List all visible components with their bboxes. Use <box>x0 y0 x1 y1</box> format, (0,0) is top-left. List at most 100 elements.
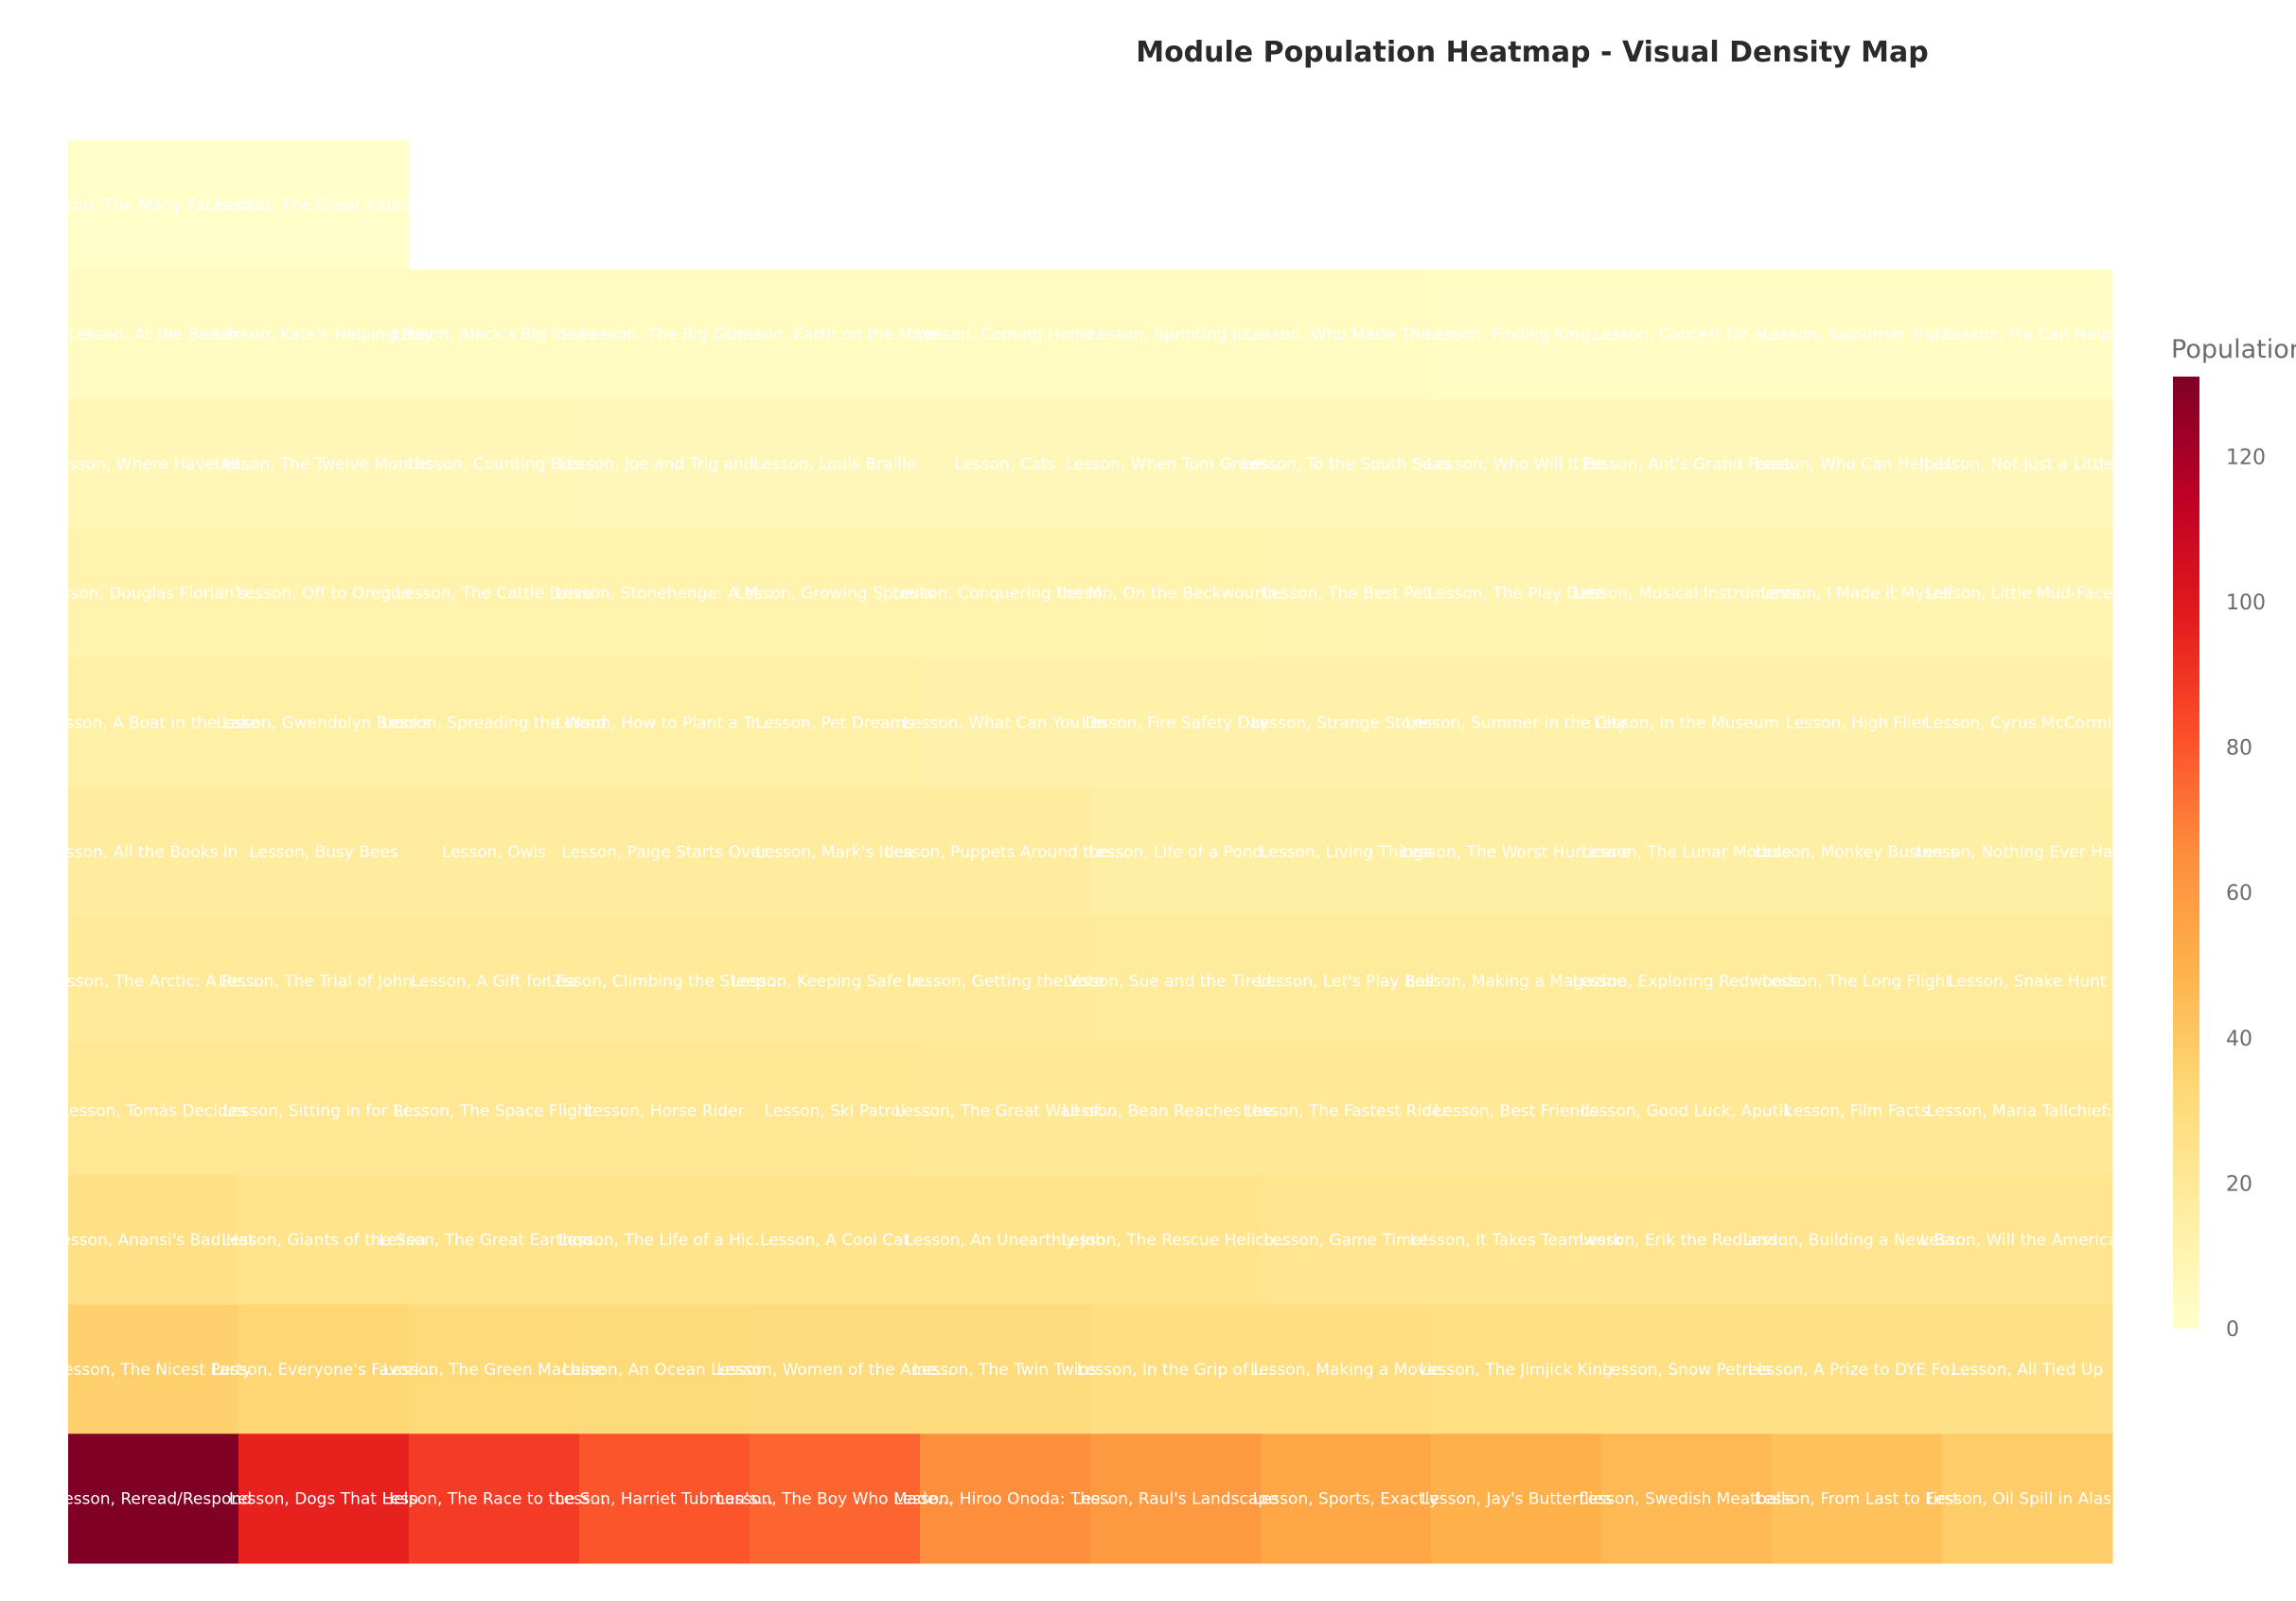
heatmap-cell-label: Lesson, Sue and the Tired… <box>1064 973 1288 992</box>
heatmap-cell-label: Lesson, Getting the Vote <box>906 973 1104 992</box>
heatmap-cell-label: Lesson, Mark's Idea <box>756 843 914 862</box>
heatmap-cell <box>1772 916 1943 1047</box>
heatmap-cell <box>409 786 580 917</box>
heatmap-cell <box>238 398 410 529</box>
heatmap-cell <box>1431 1174 1602 1306</box>
heatmap-cell-label: Lesson, Douglas Florian's… <box>44 585 263 604</box>
heatmap-cell <box>1772 398 1943 529</box>
heatmap-cell-label: Lesson, Spreading the Word <box>381 713 607 732</box>
heatmap-cell-label: Lesson, Nothing Ever Hap… <box>1916 843 2139 862</box>
heatmap-cell <box>920 916 1091 1047</box>
colorbar-tick-label: 120 <box>2226 446 2266 469</box>
heatmap-cell <box>409 1174 580 1306</box>
heatmap-cell <box>1601 657 1773 788</box>
colorbar-tick-label: 20 <box>2226 1172 2252 1196</box>
heatmap-cell-label: Lesson, Erik the Red and… <box>1579 1231 1793 1250</box>
heatmap-cell <box>579 1434 751 1564</box>
heatmap-cell-label: Lesson, An Ocean Lesson <box>562 1361 766 1380</box>
heatmap-cell-label: Lesson, Tomás Decides <box>61 1101 246 1120</box>
heatmap-cell-label: Lesson, All Tied Up <box>1952 1361 2103 1380</box>
heatmap-cell-label: Lesson, Anansi's Bad Hat <box>52 1231 255 1250</box>
heatmap-cell <box>1261 1046 1432 1176</box>
heatmap-cell-label: Lesson, Little Mud-Face… <box>1925 585 2128 604</box>
colorbar-tick-label: 60 <box>2226 882 2252 906</box>
heatmap-cell <box>409 916 580 1047</box>
heatmap-cell-label: Lesson, Jay's Butterflies <box>1421 1490 1612 1509</box>
heatmap-cell-label: Lesson, The Trial of John… <box>219 973 429 992</box>
heatmap-cell <box>1090 1434 1262 1564</box>
heatmap-cell-label: Lesson, Sprinting Jo… <box>1088 325 1263 344</box>
heatmap-cell-label: Lesson, The Great Earthqu… <box>379 1231 609 1250</box>
heatmap-cell <box>920 398 1091 529</box>
heatmap-cell-label: Lesson, Climbing the Steep… <box>546 973 782 992</box>
heatmap-cell-label: Lesson, The Space Flight <box>394 1101 593 1120</box>
heatmap-cell <box>1090 528 1262 659</box>
heatmap-cell <box>579 657 751 788</box>
heatmap-cell-label: Lesson, Off to Oregon <box>237 585 412 604</box>
heatmap-cell <box>920 1046 1091 1176</box>
colorbar-tick-label: 100 <box>2226 591 2266 615</box>
heatmap-cell <box>1090 269 1262 399</box>
heatmap-cell-label: Lesson, The Lunar Module <box>1581 843 1792 862</box>
heatmap-cell <box>1942 916 2113 1047</box>
heatmap-cell-label: Lesson, Swedish Meatballs <box>1580 1490 1794 1509</box>
heatmap-cell-label: Lesson, Joe and Trig and… <box>559 455 770 474</box>
heatmap-cell-label: Lesson, Film Facts <box>1785 1101 1930 1120</box>
heatmap-cell <box>1431 1304 1602 1434</box>
heatmap-cell <box>1090 657 1262 788</box>
heatmap-cell <box>238 140 410 271</box>
heatmap-cell-label: Lesson, The Green Machine <box>383 1361 605 1380</box>
heatmap-cell-label: Lesson, The Great Kapok… <box>216 196 432 215</box>
heatmap-cell <box>1090 1174 1262 1306</box>
heatmap-cell <box>1431 1434 1602 1564</box>
heatmap-cell <box>1601 1174 1773 1306</box>
heatmap-cell <box>409 528 580 659</box>
heatmap-cell <box>750 528 921 659</box>
heatmap-cell <box>409 1046 580 1176</box>
heatmap-cell-label: Lesson, The Nicest Party <box>55 1361 252 1380</box>
heatmap-cell <box>750 786 921 917</box>
heatmap-cell-label: Lesson, The Arctic: A Re… <box>48 973 257 992</box>
heatmap-cell <box>1261 786 1432 917</box>
heatmap-cell <box>68 1304 239 1434</box>
heatmap-cell-label: Lesson, Fire Safety Day <box>1082 713 1269 732</box>
heatmap-cell <box>1261 1304 1432 1434</box>
heatmap-cell-label: Lesson, Owls <box>442 843 546 862</box>
heatmap-cell <box>68 398 239 529</box>
heatmap-cell-label: Lesson, Kate's Helping Day <box>215 325 433 344</box>
heatmap-cell-label: Lesson, Bean Reaches the… <box>1062 1101 1289 1120</box>
heatmap-cell <box>1431 916 1602 1047</box>
heatmap-cell <box>1431 269 1602 399</box>
heatmap-cell-label: Lesson, Who Can Help Us <box>1755 455 1960 474</box>
colorbar-tick-label: 0 <box>2226 1318 2239 1342</box>
heatmap-cell <box>1772 528 1943 659</box>
heatmap-cell-label: Lesson, A Prize to DYE Fo… <box>1748 1361 1967 1380</box>
heatmap-cell <box>1261 657 1432 788</box>
heatmap-cell-label: Lesson, Who Will It Be <box>1427 455 1605 474</box>
heatmap-cell <box>920 786 1091 917</box>
heatmap-cell-label: Lesson, Hiroo Onoda: The… <box>893 1490 1116 1509</box>
heatmap-cell-label: Lesson, Ski Patrol <box>765 1101 905 1120</box>
heatmap-cell-label: Lesson, Aleck's Big Ideas <box>394 325 595 344</box>
heatmap-cell-label: Lesson, Making a Magazine <box>1406 973 1627 992</box>
heatmap-cell <box>1942 786 2113 917</box>
heatmap-cell-label: Lesson, It Takes Teamwork <box>1410 1231 1623 1250</box>
heatmap-cell-label: Lesson, The Boy Who Made… <box>716 1490 954 1509</box>
chart-title: Module Population Heatmap - Visual Densi… <box>1136 36 1929 69</box>
heatmap-cell-label: Lesson, Summer in the City <box>1405 713 1627 732</box>
heatmap-cell <box>1261 1434 1432 1564</box>
heatmap-cell-label: Lesson, Maria Tallchief:… <box>1927 1101 2128 1120</box>
heatmap-cell-label: Lesson, At the Beach <box>69 325 238 344</box>
heatmap-cell-label: Lesson, Sports, Exactly <box>1253 1490 1439 1509</box>
heatmap-cell <box>1431 657 1602 788</box>
heatmap-cell <box>68 140 239 271</box>
colorbar-gradient <box>2173 377 2199 1328</box>
heatmap-cell-label: Lesson, The Life of a Hic… <box>558 1231 770 1250</box>
heatmap-cell-label: Lesson, Louis Braille <box>753 455 916 474</box>
heatmap-cell-label: Lesson, Everyone's Favori… <box>212 1361 435 1380</box>
heatmap-cell-label: Lesson, Ant's Grand Feast <box>1582 455 1791 474</box>
heatmap-cell-label: Lesson, The Worst Hurricane <box>1401 843 1631 862</box>
heatmap-cell <box>68 1174 239 1306</box>
heatmap-cell <box>1942 269 2113 399</box>
